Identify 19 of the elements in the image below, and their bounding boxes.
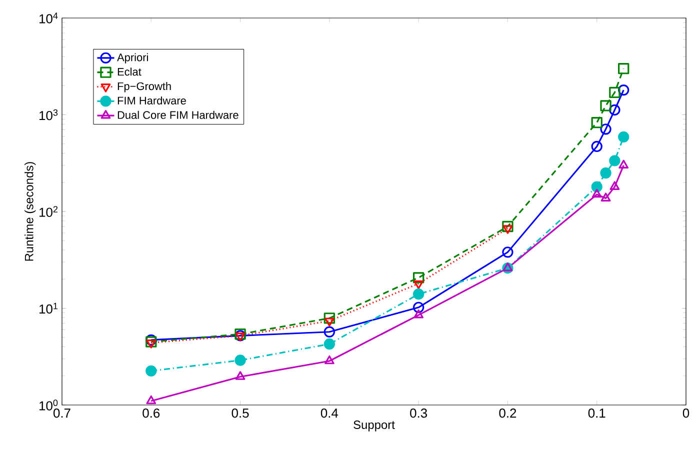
- legend-label: Fp−Growth: [118, 82, 171, 92]
- x-tick-label: 0.4: [320, 408, 338, 418]
- legend-label: Apriori: [117, 53, 148, 64]
- legend-label: Eclat: [118, 68, 142, 76]
- y-tick-label: 10$^{1}$: [40, 302, 58, 314]
- legend-label: FIM Hardware: [118, 96, 186, 104]
- x-tick-label: 0.3: [410, 408, 428, 418]
- y-tick-label: 10$^{3}$: [40, 109, 58, 120]
- y-tick-label: 10$^{4}$: [40, 12, 58, 24]
- y-tick-label: 10$^{2}$: [40, 206, 58, 217]
- legend-label: Dual Core FIM Hardware: [118, 110, 238, 119]
- y-axis-title: Runtime (seconds): [24, 162, 36, 261]
- x-tick-label: 0.6: [142, 408, 160, 418]
- x-tick-label: 0.1: [588, 408, 606, 418]
- x-tick-label: 0.7: [53, 408, 70, 418]
- x-tick-label: 0: [682, 408, 690, 418]
- x-axis-title: Support: [354, 420, 395, 432]
- x-tick-label: 0.2: [499, 408, 516, 418]
- x-tick-label: 0.5: [232, 408, 249, 418]
